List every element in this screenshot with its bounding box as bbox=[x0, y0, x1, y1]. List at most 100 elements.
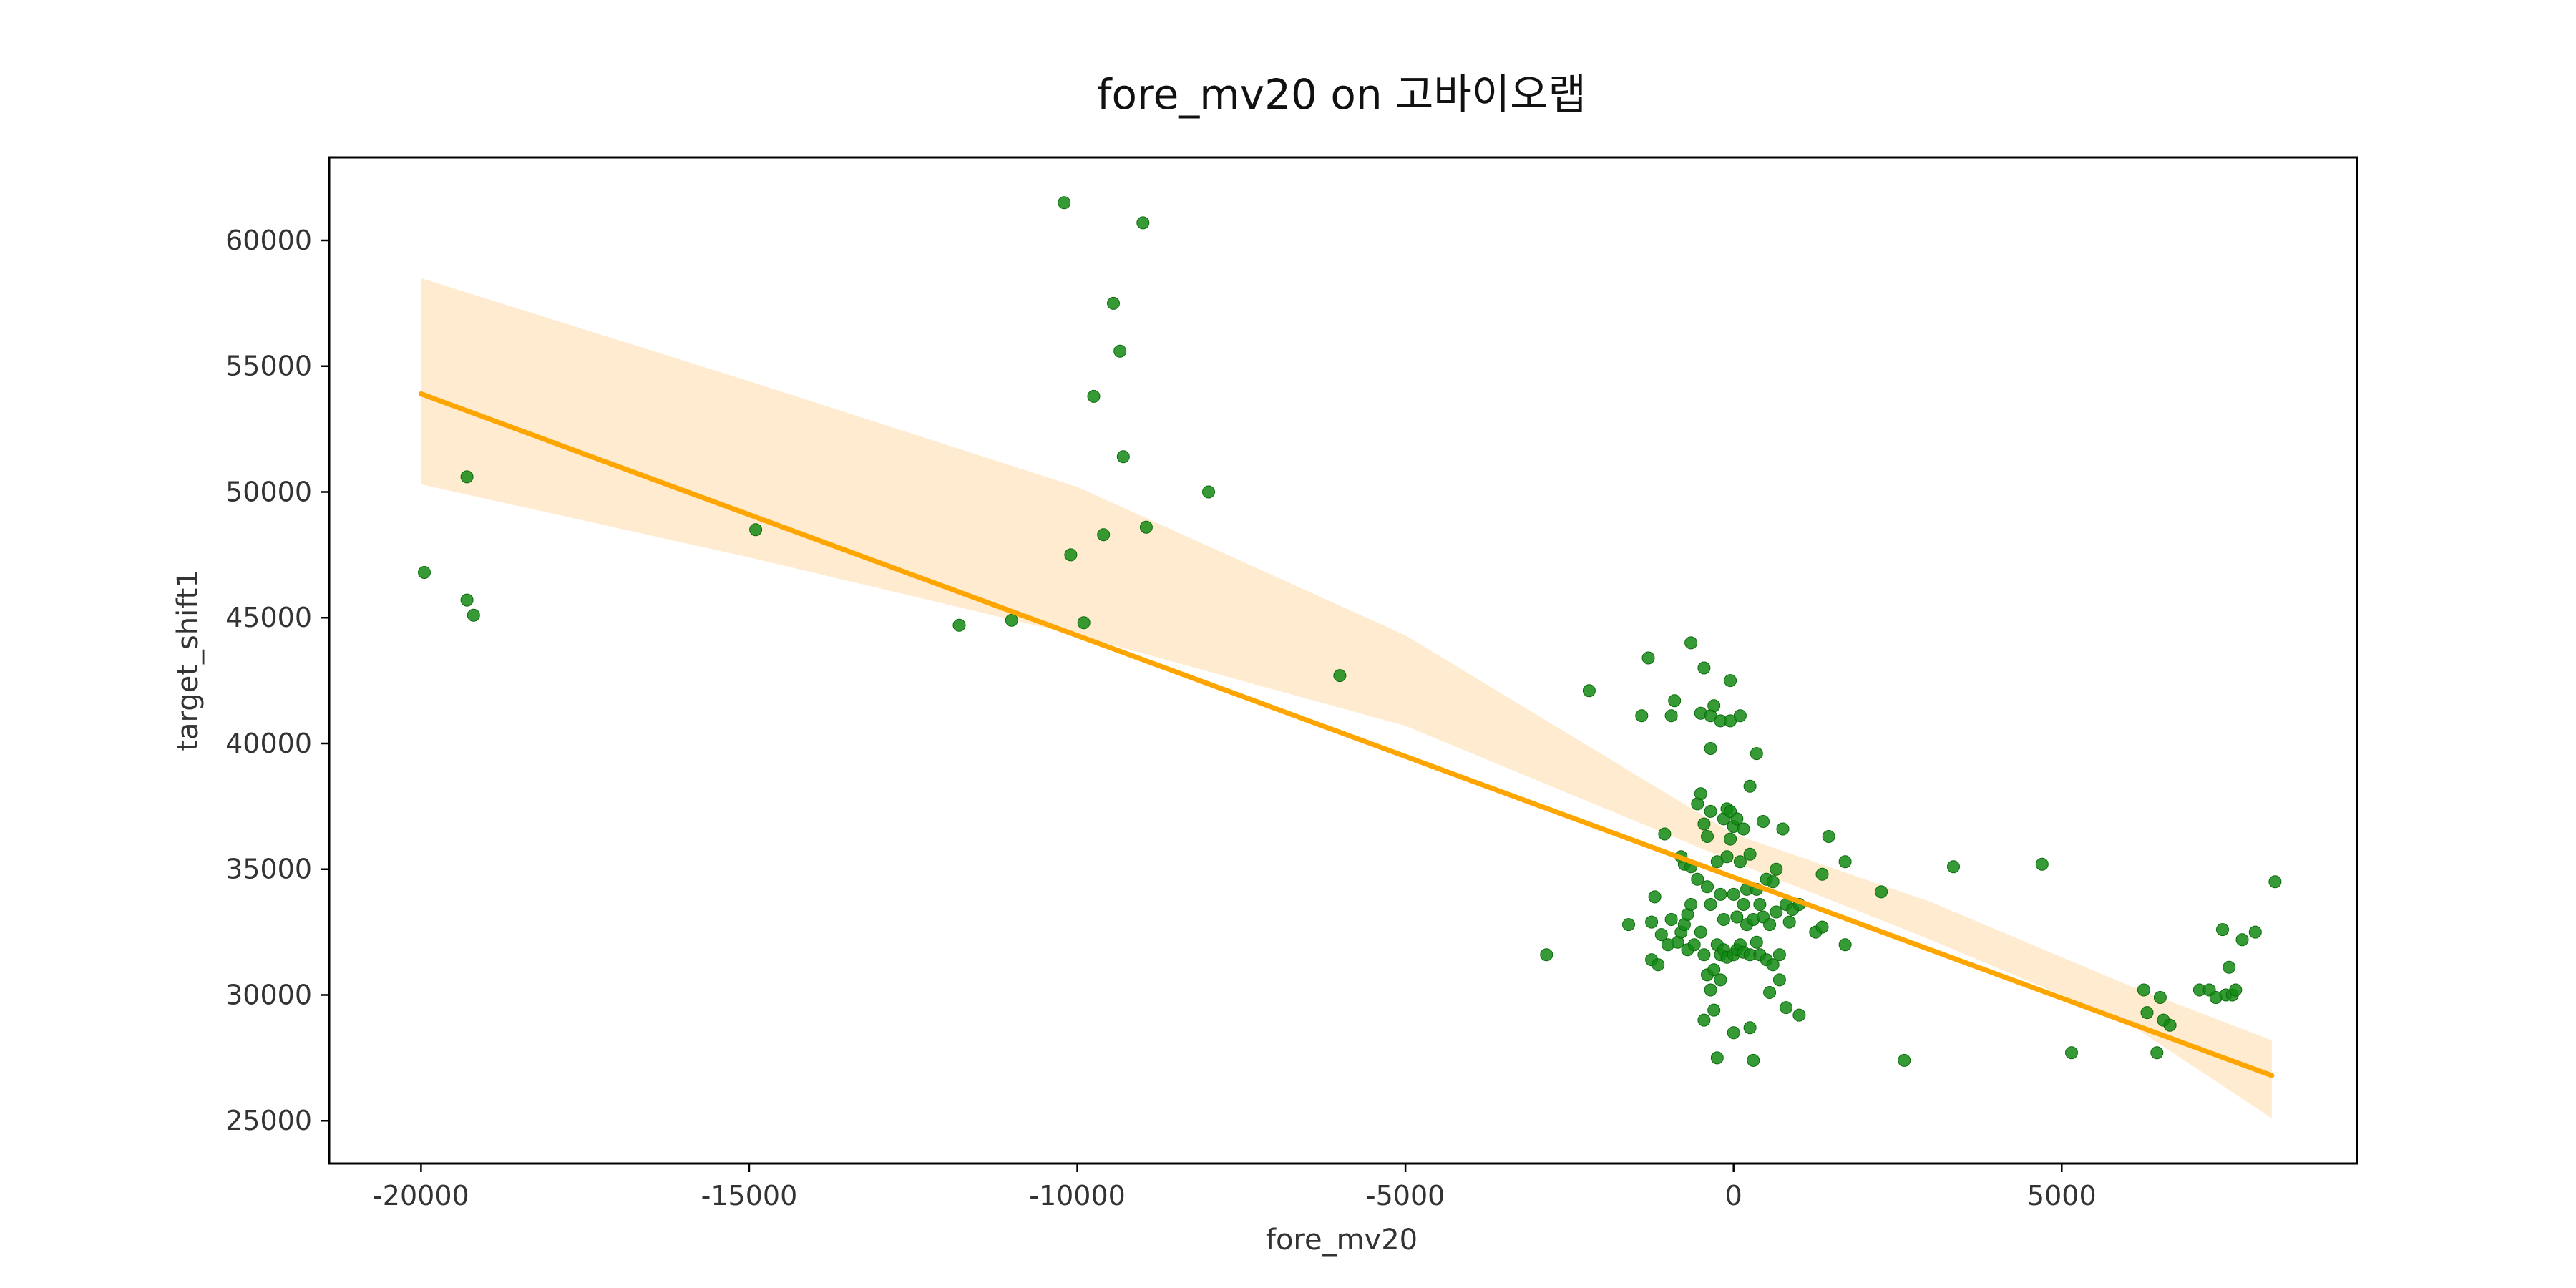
data-point bbox=[1648, 890, 1662, 904]
data-point bbox=[1766, 875, 1780, 889]
data-point bbox=[1776, 822, 1790, 836]
data-point bbox=[2163, 1018, 2177, 1032]
data-point bbox=[1770, 905, 1783, 919]
data-point bbox=[1684, 898, 1698, 911]
data-point bbox=[1687, 938, 1701, 952]
y-axis-ticks: 25000 30000 35000 40000 45000 50000 55000 60000 bbox=[225, 225, 329, 1136]
data-point bbox=[1622, 918, 1635, 932]
data-point bbox=[1701, 880, 1714, 894]
data-point bbox=[1697, 817, 1711, 831]
data-point bbox=[1654, 928, 1668, 942]
data-point bbox=[2216, 923, 2229, 937]
y-tick-label: 30000 bbox=[225, 979, 312, 1010]
data-point bbox=[460, 470, 474, 484]
data-point bbox=[1694, 787, 1707, 801]
x-tick-label: -15000 bbox=[701, 1180, 798, 1211]
x-tick-label: -5000 bbox=[1366, 1180, 1445, 1211]
x-tick-label: -10000 bbox=[1029, 1180, 1126, 1211]
data-point bbox=[1077, 616, 1091, 630]
data-point bbox=[418, 566, 431, 579]
data-point bbox=[1064, 548, 1078, 562]
data-point bbox=[1743, 779, 1757, 793]
data-point bbox=[1724, 674, 1737, 688]
data-point bbox=[1747, 1053, 1760, 1067]
data-point bbox=[1691, 872, 1704, 886]
data-point bbox=[1697, 948, 1711, 962]
data-point bbox=[1772, 948, 1786, 962]
data-point bbox=[2035, 857, 2049, 871]
data-point bbox=[1750, 747, 1763, 761]
data-point bbox=[2223, 960, 2236, 974]
data-point bbox=[1658, 827, 1672, 841]
data-point bbox=[1707, 1003, 1721, 1017]
data-point bbox=[1333, 669, 1347, 683]
y-tick-label: 45000 bbox=[225, 602, 312, 633]
data-point bbox=[1684, 636, 1698, 650]
data-point bbox=[1763, 986, 1777, 999]
data-point bbox=[1113, 344, 1127, 358]
data-point bbox=[1743, 847, 1757, 861]
y-axis-label: target_shift1 bbox=[172, 570, 205, 751]
data-point bbox=[1947, 860, 1960, 874]
data-point bbox=[1582, 684, 1596, 698]
x-tick-label: 0 bbox=[1725, 1180, 1742, 1211]
data-point bbox=[1058, 196, 1071, 210]
y-tick-label: 50000 bbox=[225, 476, 312, 507]
data-point bbox=[1668, 694, 1682, 708]
data-point bbox=[1664, 709, 1678, 723]
data-point bbox=[1717, 913, 1730, 926]
y-tick-label: 40000 bbox=[225, 728, 312, 759]
data-point bbox=[1838, 855, 1852, 869]
data-point bbox=[2229, 983, 2243, 997]
data-point bbox=[1087, 389, 1101, 403]
y-tick-label: 60000 bbox=[225, 225, 312, 256]
data-point bbox=[1097, 528, 1111, 542]
data-point bbox=[2235, 933, 2249, 947]
data-point bbox=[1772, 973, 1786, 987]
data-point bbox=[1733, 709, 1747, 723]
data-point bbox=[1780, 1001, 1793, 1015]
data-point bbox=[1763, 918, 1777, 932]
data-point bbox=[1697, 1013, 1711, 1027]
data-point bbox=[1730, 910, 1744, 924]
data-point bbox=[1750, 935, 1763, 949]
x-tick-label: 5000 bbox=[2027, 1180, 2097, 1211]
confidence-band-layer bbox=[421, 278, 2272, 1118]
data-point bbox=[1540, 948, 1553, 962]
data-point bbox=[1733, 855, 1747, 869]
data-point bbox=[1694, 925, 1707, 939]
data-point bbox=[1770, 862, 1783, 876]
data-point bbox=[749, 523, 763, 537]
data-point bbox=[1139, 520, 1153, 534]
data-point bbox=[1645, 915, 1659, 929]
regression-line-layer bbox=[418, 391, 2275, 1078]
data-point bbox=[1727, 887, 1740, 901]
data-point bbox=[467, 608, 480, 622]
y-tick-label: 35000 bbox=[225, 854, 312, 885]
data-point bbox=[1704, 983, 1717, 997]
data-point bbox=[1815, 867, 1829, 881]
data-point bbox=[1753, 898, 1767, 911]
data-point bbox=[1822, 830, 1835, 843]
y-tick-label: 25000 bbox=[225, 1105, 312, 1136]
data-point bbox=[1116, 450, 1130, 464]
scatter-points-layer bbox=[418, 196, 2282, 1067]
data-point bbox=[1757, 815, 1770, 828]
x-axis-ticks: -20000 -15000 -10000 -5000 0 5000 bbox=[373, 1163, 2097, 1211]
data-point bbox=[1727, 1026, 1740, 1040]
data-point bbox=[2140, 1006, 2154, 1020]
data-point bbox=[1737, 822, 1750, 836]
chart-title: fore_mv20 on 고바이오랩 bbox=[1097, 70, 1586, 119]
data-point bbox=[2065, 1046, 2078, 1060]
data-point bbox=[1704, 742, 1717, 755]
data-point bbox=[1724, 832, 1737, 846]
data-point bbox=[1730, 812, 1744, 826]
data-point bbox=[1664, 913, 1678, 926]
x-axis-label: fore_mv20 bbox=[1266, 1224, 1418, 1257]
data-point bbox=[952, 618, 966, 632]
data-point bbox=[1815, 920, 1829, 934]
data-point bbox=[1641, 651, 1655, 665]
data-point bbox=[1743, 1021, 1757, 1035]
data-point bbox=[1714, 973, 1727, 987]
